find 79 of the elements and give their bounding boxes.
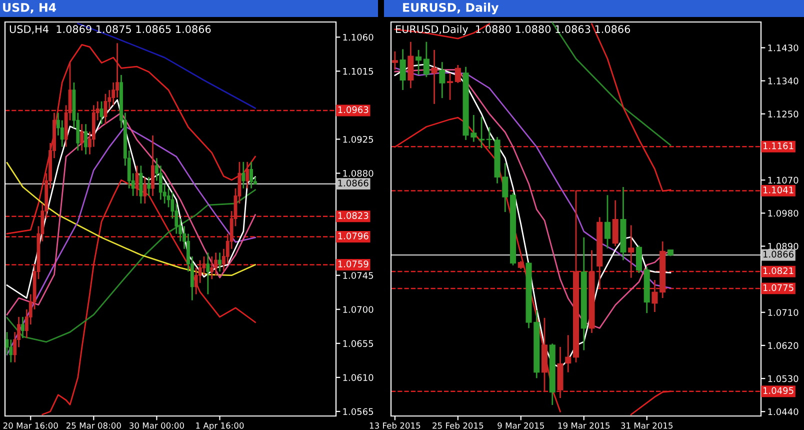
candlestick <box>100 100 104 125</box>
x-tick-label: 25 Mar 08:00 <box>66 422 121 429</box>
x-tick-label: 30 Mar 00:00 <box>130 422 184 429</box>
y-tick-label: 1.1015 <box>343 68 374 75</box>
x-tick-label: 25 Feb 2015 <box>432 422 484 429</box>
candlestick <box>206 252 210 295</box>
y-tick-label: 1.1060 <box>343 34 374 41</box>
y-tick-label: 1.0745 <box>343 272 374 279</box>
candlestick <box>80 123 84 152</box>
ref-line-label: 1.1161 <box>763 142 794 150</box>
ref-line-label: 1.0759 <box>338 260 368 268</box>
y-tick-label: 1.1070 <box>768 176 798 184</box>
x-tick-label: 9 Mar 2015 <box>498 422 544 429</box>
x-tick-label: 20 Mar 16:00 <box>3 422 58 429</box>
annotation: USD,H4 1.0869 1.0875 1.0865 1.0866 <box>10 25 211 34</box>
line-series <box>6 162 256 276</box>
ref-line-label: 1.0495 <box>763 387 794 394</box>
candlestick <box>652 279 658 313</box>
candlestick <box>242 161 246 190</box>
candlestick <box>408 41 414 89</box>
candlestick <box>604 194 611 250</box>
line-series <box>394 67 672 289</box>
ref-line-label: 1.0866 <box>763 250 794 258</box>
candlestick <box>478 116 485 149</box>
line-series <box>6 189 256 343</box>
candlestick <box>143 176 147 204</box>
candlestick <box>565 334 572 373</box>
chart-title: EURUSD, Daily <box>403 2 499 14</box>
x-tick-label: 13 Feb 2015 <box>370 422 420 429</box>
candlestick <box>486 126 492 150</box>
ref-line-label: 1.1041 <box>763 186 794 194</box>
candlestick <box>628 224 634 278</box>
candlestick <box>151 134 154 197</box>
candlestick <box>84 123 88 156</box>
y-tick-label: 1.1250 <box>768 110 798 118</box>
candlestick <box>246 161 250 190</box>
x-tick-label: 19 Mar 2015 <box>558 422 610 429</box>
ref-line-label: 1.0821 <box>763 267 794 274</box>
y-tick-label: 1.0880 <box>343 170 374 177</box>
candlestick <box>218 252 222 272</box>
candlestick <box>400 48 406 91</box>
y-tick-label: 1.0610 <box>343 374 374 381</box>
candlestick <box>423 41 430 78</box>
y-tick-label: 1.0890 <box>768 242 798 250</box>
ref-line-label: 1.0796 <box>338 232 368 240</box>
y-tick-label: 1.0710 <box>768 309 798 316</box>
y-tick-label: 1.0655 <box>343 340 374 347</box>
candlestick <box>214 252 218 276</box>
y-tick-label: 1.0980 <box>768 210 798 217</box>
y-tick-label: 1.1340 <box>768 78 798 84</box>
ref-line-label: 1.0866 <box>338 180 368 186</box>
candlestick <box>447 72 454 101</box>
line-series <box>552 22 672 146</box>
y-tick-label: 1.0925 <box>343 136 374 143</box>
candlestick <box>636 244 642 274</box>
candlestick <box>139 164 143 204</box>
x-tick-label: 1 Apr 16:00 <box>196 422 244 430</box>
ref-line-label: 1.0963 <box>338 106 368 114</box>
y-tick-label: 1.0565 <box>343 408 374 416</box>
candlestick <box>612 200 618 247</box>
ref-line-label: 1.0823 <box>338 212 368 219</box>
candlestick <box>392 50 398 70</box>
candlestick <box>21 316 24 339</box>
y-tick-label: 1.0440 <box>768 408 798 416</box>
candlestick <box>210 256 214 280</box>
ref-line-label: 1.0775 <box>763 284 794 292</box>
candlestick <box>147 176 151 197</box>
candlestick <box>250 161 253 190</box>
candlestick <box>439 61 446 99</box>
candlestick <box>416 49 422 76</box>
candlestick <box>454 64 461 84</box>
x-tick-label: 31 Mar 2015 <box>621 422 673 429</box>
y-tick-label: 1.1430 <box>768 44 798 52</box>
line-series <box>6 126 256 356</box>
y-tick-label: 1.0700 <box>343 306 374 313</box>
y-tick-label: 1.0530 <box>768 375 798 382</box>
candlestick <box>431 49 438 105</box>
chart-title: USD, H4 <box>3 2 56 14</box>
y-tick-label: 1.0620 <box>768 342 798 349</box>
